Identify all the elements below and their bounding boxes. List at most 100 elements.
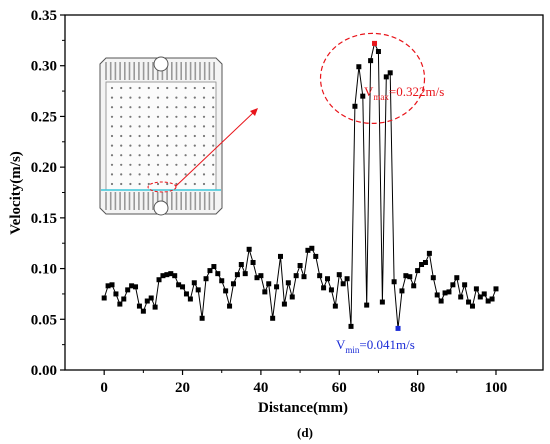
inset-support-dot <box>138 86 141 90</box>
data-point <box>430 275 436 281</box>
data-point <box>246 246 252 252</box>
y-tick-label: 0.00 <box>31 363 57 379</box>
inset-support-dot <box>129 115 132 118</box>
data-point <box>411 283 417 289</box>
inset-support-dot <box>175 106 178 109</box>
inset-support-dot <box>156 173 160 176</box>
inset-highlight-ellipse <box>147 181 177 193</box>
highlight-arrow-head <box>250 108 258 116</box>
data-point <box>438 298 444 304</box>
inset-support-dot <box>166 154 169 157</box>
inset-support-dot <box>184 163 187 166</box>
inset-field <box>105 81 217 191</box>
data-point <box>230 281 236 287</box>
data-point <box>129 283 135 289</box>
inset-support-dot <box>166 115 169 118</box>
data-point <box>270 315 276 321</box>
data-point <box>219 278 225 284</box>
data-point <box>117 301 123 307</box>
inset-support-dot <box>120 134 123 138</box>
data-point <box>375 49 381 55</box>
inset-support-dot <box>129 96 132 99</box>
data-point <box>148 295 154 301</box>
data-point <box>469 303 475 309</box>
data-point <box>285 280 291 286</box>
data-point <box>352 103 358 109</box>
inset-support-dot <box>175 173 178 176</box>
inset-support-dot <box>120 125 123 128</box>
data-point <box>176 282 182 288</box>
inset-support-dot <box>138 163 141 166</box>
inset-support-dot <box>166 173 169 176</box>
inset-support-dot <box>212 134 215 138</box>
inset-support-dot <box>110 96 114 99</box>
x-tick-label: 20 <box>175 380 190 396</box>
x-axis-title: Distance(mm) <box>258 400 348 416</box>
data-point <box>242 271 248 277</box>
x-tick-label: 80 <box>410 380 425 396</box>
data-point <box>293 273 299 279</box>
data-point <box>140 308 146 314</box>
data-point <box>446 289 452 295</box>
inset-support-dot <box>212 144 215 147</box>
inset-support-dot <box>110 125 114 128</box>
data-point <box>211 264 217 270</box>
data-point <box>454 275 460 281</box>
data-point <box>156 277 162 283</box>
inset-support-dot <box>202 154 206 157</box>
inset-support-dot <box>212 96 215 99</box>
inset-support-dot <box>147 144 150 147</box>
data-point <box>289 294 295 300</box>
data-point-max <box>372 40 378 46</box>
data-point <box>336 272 342 278</box>
data-point <box>383 74 389 80</box>
inset-support-dot <box>212 173 215 176</box>
inset-support-dot <box>120 182 123 186</box>
data-point <box>356 64 362 70</box>
inset-support-dot <box>202 163 206 166</box>
inset-support-dot <box>166 163 169 166</box>
y-axis-title: Velocity(m/s) <box>8 151 24 235</box>
inset-support-dot <box>147 163 150 166</box>
inset-support-dot <box>212 106 215 109</box>
inset-support-dot <box>184 154 187 157</box>
data-point <box>442 290 448 296</box>
inset-support-dot <box>120 173 123 176</box>
inset-support-dot <box>156 106 160 109</box>
inset-support-dot <box>202 134 206 138</box>
data-point <box>187 296 193 302</box>
ticks: 0 20 40 60 80 100 0.00 0.05 0.10 0.15 0.20 0.25 0.30… <box>31 8 507 396</box>
y-tick-label: 0.05 <box>31 312 57 328</box>
data-point <box>462 282 468 288</box>
inset-support-dot <box>147 173 150 176</box>
data-point <box>164 272 170 278</box>
data-point <box>144 298 150 304</box>
inset-support-dot <box>193 173 196 176</box>
data-point <box>473 286 479 292</box>
inset-support-dot <box>166 182 169 186</box>
inset-support-dot <box>120 106 123 109</box>
x-tick-label: 40 <box>253 380 268 396</box>
inset-support-dot <box>138 173 141 176</box>
data-point <box>489 296 495 302</box>
inset-support-dot <box>129 86 132 90</box>
data-point <box>481 291 487 297</box>
inset-support-dot <box>156 144 160 147</box>
data-point <box>301 274 307 280</box>
inset-support-dot <box>175 163 178 166</box>
inset-support-dot <box>147 115 150 118</box>
data-point <box>348 323 354 329</box>
inset-support-dot <box>175 115 178 118</box>
data-point <box>422 259 428 265</box>
x-tick-label: 100 <box>485 380 508 396</box>
data-point <box>313 253 319 259</box>
data-point <box>191 280 197 286</box>
inset-support-dot <box>184 115 187 118</box>
data-point <box>407 274 413 280</box>
inset-support-dot <box>110 163 114 166</box>
y-tick-label: 0.10 <box>31 262 57 278</box>
inset-support-dot <box>193 115 196 118</box>
inset-support-dot <box>120 96 123 99</box>
annotations: Vmax=0.322m/s Vmin=0.041m/s <box>175 32 444 355</box>
y-tick-label: 0.30 <box>31 59 57 75</box>
